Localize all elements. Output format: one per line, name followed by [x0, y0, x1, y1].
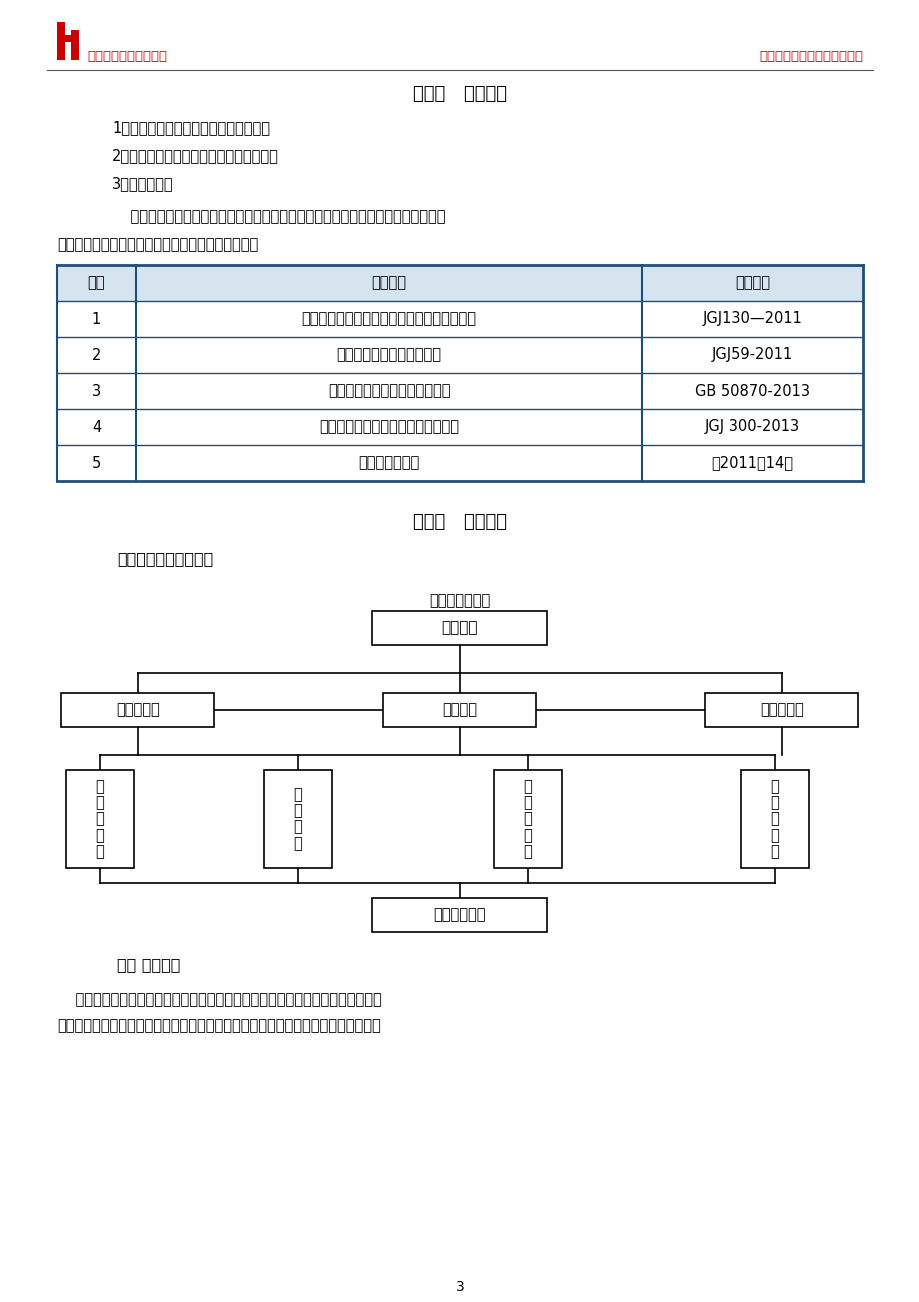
Text: GB 50870-2013: GB 50870-2013 [695, 384, 810, 398]
Bar [62, 693, 214, 727]
Text: 2、经审批合格的本工程《施工组织设计》: 2、经审批合格的本工程《施工组织设计》 [112, 148, 278, 163]
Text: 《建筑施工临时支撑结构技术规范》: 《建筑施工临时支撑结构技术规范》 [319, 419, 459, 435]
Text: 施工作业班组: 施工作业班组 [433, 907, 486, 923]
Text: 1: 1 [92, 311, 101, 327]
Text: 《建筑施工安全检查标准》: 《建筑施工安全检查标准》 [336, 348, 441, 362]
Text: 彭州技师学院安置房一期项目: 彭州技师学院安置房一期项目 [758, 51, 862, 64]
Text: 《成散办文件》: 《成散办文件》 [358, 456, 419, 470]
Bar [740, 769, 808, 868]
Text: 项目经理: 项目经理 [441, 621, 478, 635]
Text: 中誉远发国际建设集团: 中誉远发国际建设集团 [87, 51, 167, 64]
Text: 规范编号: 规范编号 [734, 276, 769, 290]
Text: 4: 4 [92, 419, 101, 435]
Text: 专
职
质
检
员: 专 职 质 检 员 [96, 779, 104, 859]
Text: 序号: 序号 [87, 276, 105, 290]
Text: 【2011】14号: 【2011】14号 [710, 456, 793, 470]
Text: 3: 3 [92, 384, 101, 398]
Text: 下室顶板上的临时物料堆场，根据平面布置图中的位置采用扣件式钢管做加固支撑体: 下室顶板上的临时物料堆场，根据平面布置图中的位置采用扣件式钢管做加固支撑体 [57, 1018, 380, 1032]
Text: 一、施工管理组织机构: 一、施工管理组织机构 [117, 551, 213, 566]
Text: 5: 5 [92, 456, 101, 470]
Text: 栋
号
工
长: 栋 号 工 长 [293, 788, 302, 850]
Bar [57, 22, 65, 60]
Text: 1、经图审合格的本工程建筑施工平面图: 1、经图审合格的本工程建筑施工平面图 [112, 120, 269, 135]
Bar [372, 611, 547, 644]
Text: 2: 2 [92, 348, 101, 362]
Text: 《建筑施工安全技术统一规范》: 《建筑施工安全技术统一规范》 [327, 384, 449, 398]
Text: 管理架构网络图: 管理架构网络图 [429, 592, 490, 608]
Text: 规范名称: 规范名称 [371, 276, 406, 290]
Bar [264, 769, 332, 868]
Bar [57, 35, 79, 42]
Text: 专职安全员: 专职安全员 [759, 703, 803, 717]
Text: 技术负责人: 技术负责人 [116, 703, 160, 717]
Bar [383, 693, 536, 727]
Text: 3、技术标准：: 3、技术标准： [112, 176, 174, 191]
Text: 《建筑施工扣件式钢管脚手架安全技术规范》: 《建筑施工扣件式钢管脚手架安全技术规范》 [301, 311, 476, 327]
Bar [66, 769, 134, 868]
Text: JGJ 300-2013: JGJ 300-2013 [704, 419, 800, 435]
Text: 3: 3 [455, 1280, 464, 1294]
Text: 第二节   编制依据: 第二节 编制依据 [413, 85, 506, 103]
Bar [372, 898, 547, 932]
Text: JGJ130—2011: JGJ130—2011 [702, 311, 801, 327]
Text: 材
料
主
管
人: 材 料 主 管 人 [523, 779, 532, 859]
Bar [494, 769, 562, 868]
Text: 加固均采用扣件脚手架钢管搭设成卸载支撑架体，地下室基础顶面对中上层的地: 加固均采用扣件脚手架钢管搭设成卸载支撑架体，地下室基础顶面对中上层的地 [57, 992, 381, 1006]
Bar [57, 266, 862, 301]
Bar [71, 30, 79, 60]
Text: 本工程主要采用技术标准、规范、规程、规定如下：: 本工程主要采用技术标准、规范、规程、规定如下： [57, 237, 258, 253]
Text: JGJ59-2011: JGJ59-2011 [711, 348, 792, 362]
Text: 二、 施工准备: 二、 施工准备 [117, 957, 180, 973]
Text: 责任工长: 责任工长 [442, 703, 477, 717]
Bar [705, 693, 857, 727]
Text: 国家有关现行施工验收规范、规程、标准以及省、市对于建筑施工管理有关规定。: 国家有关现行施工验收规范、规程、标准以及省、市对于建筑施工管理有关规定。 [112, 210, 445, 224]
Text: 第三节   施工部署: 第三节 施工部署 [413, 513, 506, 531]
Text: 专
职
质
检
员: 专 职 质 检 员 [770, 779, 778, 859]
